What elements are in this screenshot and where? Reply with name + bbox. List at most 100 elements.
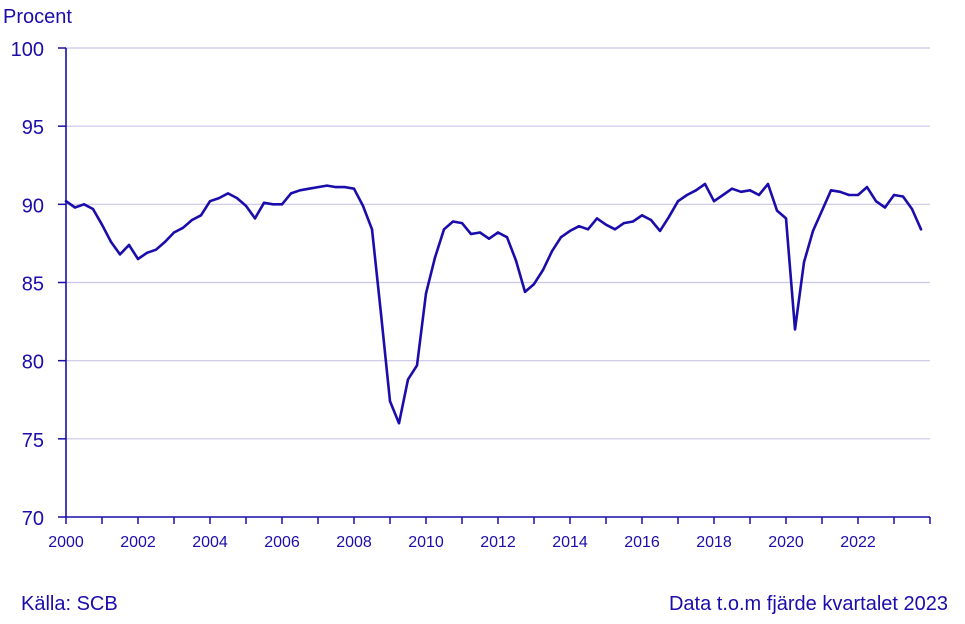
y-tick-label: 85: [22, 274, 44, 296]
series-line: [64, 182, 923, 425]
data-point: [712, 200, 716, 203]
data-point: [541, 268, 545, 272]
data-point: [118, 253, 122, 256]
data-point: [847, 193, 851, 197]
data-point: [550, 250, 554, 253]
data-point: [217, 196, 221, 200]
y-tick-label: 95: [22, 117, 44, 139]
data-point: [136, 257, 140, 261]
data-point: [271, 203, 275, 206]
x-tick-label: 2002: [120, 534, 156, 551]
data-point: [199, 214, 203, 217]
data-point: [460, 221, 464, 225]
data-point: [586, 228, 590, 231]
data-point: [496, 231, 500, 234]
data-point: [703, 182, 707, 186]
data-point: [388, 400, 392, 403]
data-point: [262, 201, 266, 204]
data-point: [244, 204, 248, 208]
x-tick-label: 2010: [408, 534, 444, 551]
data-point: [307, 187, 311, 190]
data-point: [838, 190, 842, 194]
data-point: [343, 185, 347, 189]
data-point: [883, 206, 887, 209]
data-point: [91, 207, 95, 211]
data-point: [361, 204, 365, 208]
data-point: [748, 189, 752, 192]
data-point: [739, 190, 743, 194]
data-point: [469, 232, 473, 236]
data-point: [919, 228, 923, 231]
data-point: [766, 182, 770, 186]
data-point: [829, 189, 833, 192]
data-point: [478, 231, 482, 234]
data-point: [505, 235, 509, 239]
data-point: [226, 192, 230, 195]
data-point: [100, 223, 104, 226]
data-point: [856, 193, 860, 197]
x-tick-label: 2004: [192, 534, 228, 551]
y-axis-label: Procent: [3, 6, 72, 28]
y-tick-label: 80: [22, 352, 44, 374]
x-tick-label: 2012: [480, 534, 516, 551]
data-note: Data t.o.m fjärde kvartalet 2023: [668, 593, 948, 615]
x-tick-label: 2014: [552, 534, 588, 551]
data-point: [442, 228, 446, 231]
x-tick-label: 2020: [768, 534, 804, 551]
data-point: [910, 207, 914, 211]
data-point: [397, 422, 401, 425]
data-point: [127, 243, 131, 247]
x-tick-label: 2022: [840, 534, 876, 551]
y-tick-label: 70: [22, 508, 44, 530]
data-point: [370, 228, 374, 231]
data-point: [352, 187, 356, 190]
data-point: [676, 200, 680, 203]
data-point: [433, 256, 437, 259]
x-tick-label: 2008: [336, 534, 372, 551]
data-point: [334, 185, 338, 189]
data-point: [154, 248, 158, 251]
data-point: [415, 364, 419, 367]
data-point: [73, 206, 77, 209]
data-point: [406, 378, 410, 381]
data-point: [514, 259, 518, 262]
data-point: [658, 229, 662, 233]
data-point: [667, 215, 671, 219]
data-point: [757, 193, 761, 197]
data-point: [487, 237, 491, 240]
x-tick-label: 2018: [696, 534, 732, 551]
data-point: [145, 251, 149, 254]
data-point: [559, 235, 563, 239]
data-point: [595, 217, 599, 220]
x-axis-ticks: 2000 2002 2004 2006 2008 2010 2012 2014 2016 2018…: [48, 517, 931, 551]
data-point: [622, 221, 626, 225]
data-point: [235, 196, 239, 200]
y-tick-label: 100: [11, 39, 44, 61]
x-tick-label: 2016: [624, 534, 660, 551]
data-point: [730, 187, 734, 190]
data-point: [163, 240, 167, 244]
data-point: [181, 226, 185, 229]
data-point: [577, 225, 581, 228]
data-point: [613, 228, 617, 231]
data-point: [325, 184, 329, 187]
data-point: [532, 282, 536, 286]
data-point: [190, 218, 194, 222]
data-point: [253, 217, 257, 220]
data-point: [784, 217, 788, 220]
data-point: [172, 231, 176, 234]
y-axis-ticks: 70 75 80 85 90 95 100: [11, 39, 66, 530]
data-point: [109, 240, 113, 244]
gridlines: [66, 47, 930, 440]
data-point: [811, 229, 815, 233]
data-point: [379, 312, 383, 315]
data-point: [820, 209, 824, 212]
data-point: [604, 223, 608, 226]
data-point: [64, 200, 68, 203]
source-note: Källa: SCB: [21, 593, 118, 615]
data-point: [631, 220, 635, 223]
data-point: [901, 195, 905, 198]
data-point: [892, 193, 896, 197]
data-point: [865, 185, 869, 189]
